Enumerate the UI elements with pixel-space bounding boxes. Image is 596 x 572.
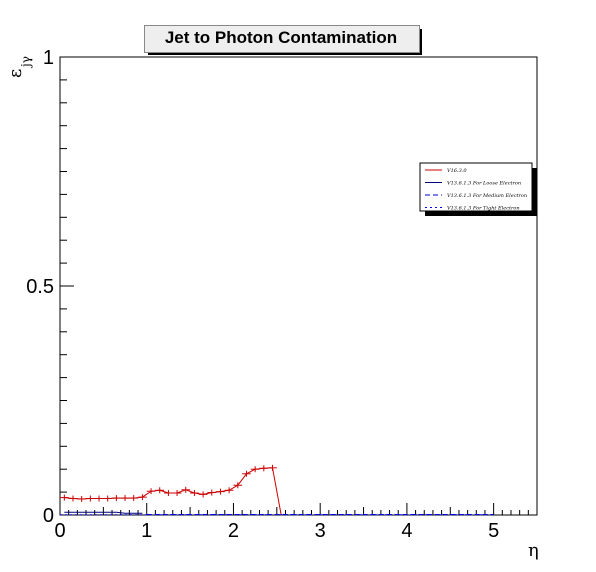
plot-frame bbox=[59, 56, 538, 516]
legend-label: V16.3.0 bbox=[447, 168, 467, 174]
legend-label: V13.6.1.3 For Medium Electron bbox=[447, 193, 527, 199]
chart-title-box: Jet to Photon Contamination bbox=[144, 25, 422, 55]
legend-entries: V16.3.0 V13.6.1.3 For Loose Electron V13.6… bbox=[425, 168, 527, 212]
x-tick-label: 4 bbox=[401, 520, 412, 542]
x-tick-label: 2 bbox=[228, 520, 239, 542]
y-axis-label: ε jγ bbox=[5, 56, 33, 78]
x-tick-label: 1 bbox=[141, 520, 152, 542]
chart-title: Jet to Photon Contamination bbox=[164, 28, 398, 47]
x-tick-label: 5 bbox=[488, 520, 499, 542]
legend-label: V13.6.1.3 For Loose Electron bbox=[447, 181, 521, 187]
y-tick-label: 1 bbox=[43, 47, 54, 69]
legend: V16.3.0 V13.6.1.3 For Loose Electron V13.6… bbox=[419, 162, 537, 216]
series-layer bbox=[60, 464, 494, 516]
y-axis-label-sub: jγ bbox=[19, 56, 33, 69]
y-tick-label: 0.5 bbox=[26, 276, 54, 298]
x-tick-label: 3 bbox=[315, 520, 326, 542]
legend-box bbox=[419, 162, 533, 212]
x-axis: 0 1 2 3 4 5 bbox=[54, 503, 538, 542]
x-tick-label: 0 bbox=[54, 520, 65, 542]
chart-title-background bbox=[144, 25, 420, 53]
x-axis-label: η bbox=[528, 540, 539, 561]
legend-label: V13.6.1.3 For Tight Electron bbox=[447, 206, 520, 212]
y-axis: 00.51 bbox=[26, 47, 74, 527]
y-tick-label: 0 bbox=[43, 505, 54, 527]
series-line-2 bbox=[64, 511, 143, 514]
y-axis-label-main: ε bbox=[5, 69, 26, 78]
